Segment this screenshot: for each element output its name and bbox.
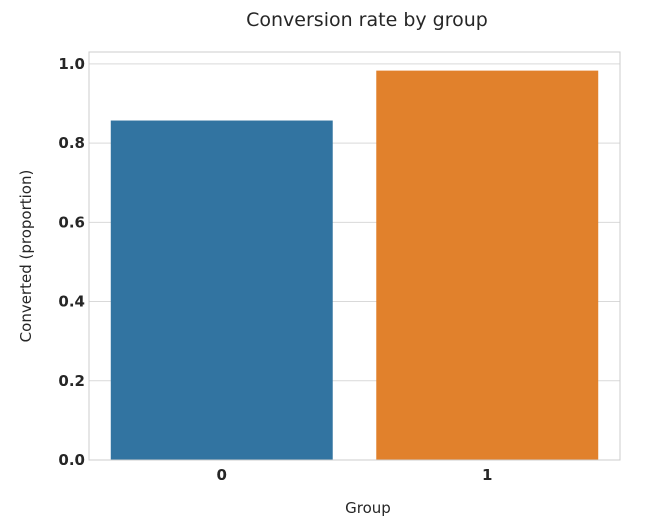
y-tick-label: 1.0 [58, 55, 85, 73]
y-tick-label: 0.8 [58, 134, 85, 152]
y-tick-label: 0.0 [58, 451, 85, 469]
bar-group-0 [110, 120, 333, 461]
y-tick-label: 0.2 [58, 372, 85, 390]
bar-group-1 [376, 70, 599, 460]
y-tick-label: 0.4 [58, 293, 85, 311]
x-tick-label: 1 [482, 466, 492, 484]
y-tick-label: 0.6 [58, 213, 85, 231]
chart-title: Conversion rate by group [246, 9, 488, 31]
y-tick-labels: 0.0 0.2 0.4 0.6 0.8 1.0 [58, 55, 85, 469]
plot-frame [88, 51, 621, 461]
bars [110, 70, 599, 461]
y-axis-label: Converted (proportion) [17, 170, 35, 343]
x-tick-label: 0 [217, 466, 227, 484]
x-axis-label: Group [345, 499, 391, 517]
